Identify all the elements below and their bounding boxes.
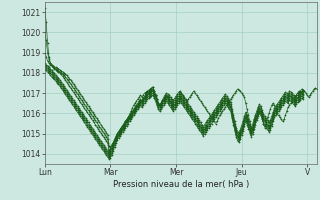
X-axis label: Pression niveau de la mer( hPa ): Pression niveau de la mer( hPa ) xyxy=(113,180,249,189)
